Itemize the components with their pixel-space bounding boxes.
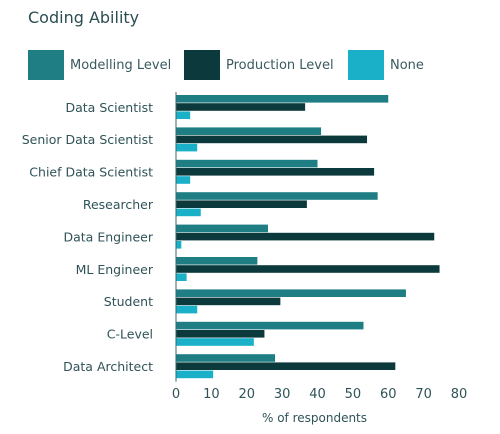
bar-c-level-none bbox=[176, 338, 254, 346]
bar-chief-data-scientist-modelling-level bbox=[176, 159, 318, 168]
bar-student-none bbox=[176, 305, 198, 314]
category-label-data-architect: Data Architect bbox=[63, 359, 153, 374]
category-label-data-scientist: Data Scientist bbox=[66, 100, 154, 115]
bar-chief-data-scientist-none bbox=[176, 176, 191, 184]
x-tick-label-40: 40 bbox=[309, 387, 326, 402]
category-label-senior-data-scientist: Senior Data Scientist bbox=[22, 132, 153, 147]
legend-item-none: None bbox=[348, 50, 424, 80]
bar-data-engineer-production-level bbox=[176, 232, 435, 241]
bar-data-scientist-none bbox=[176, 111, 191, 119]
bar-senior-data-scientist-modelling-level bbox=[176, 127, 322, 135]
bar-data-architect-none bbox=[176, 370, 214, 379]
bar-data-architect-production-level bbox=[176, 362, 396, 370]
bar-researcher-modelling-level bbox=[176, 192, 378, 200]
x-tick-label-0: 0 bbox=[172, 387, 180, 402]
legend-label-production: Production Level bbox=[226, 57, 334, 73]
legend-label-none: None bbox=[390, 57, 424, 73]
x-tick-label-60: 60 bbox=[380, 387, 397, 402]
bar-ml-engineer-none bbox=[176, 273, 187, 281]
bar-senior-data-scientist-none bbox=[176, 143, 198, 152]
x-tick-label-10: 10 bbox=[203, 387, 220, 402]
bar-data-engineer-none bbox=[176, 241, 182, 249]
category-label-student: Student bbox=[104, 294, 153, 309]
bar-ml-engineer-production-level bbox=[176, 265, 440, 273]
category-label-data-engineer: Data Engineer bbox=[64, 229, 154, 244]
legend-item-production: Production Level bbox=[184, 50, 334, 80]
category-label-ml-engineer: ML Engineer bbox=[76, 262, 154, 277]
category-label-chief-data-scientist: Chief Data Scientist bbox=[29, 165, 153, 180]
bar-researcher-none bbox=[176, 208, 201, 217]
bar-student-production-level bbox=[176, 297, 281, 306]
legend-swatch-modelling bbox=[28, 50, 64, 80]
bar-data-architect-modelling-level bbox=[176, 354, 276, 362]
x-tick-label-80: 80 bbox=[451, 387, 468, 402]
legend: Modelling Level Production Level None bbox=[28, 50, 478, 80]
bar-student-modelling-level bbox=[176, 289, 406, 297]
x-tick-label-50: 50 bbox=[345, 387, 362, 402]
bar-data-scientist-production-level bbox=[176, 103, 306, 111]
legend-swatch-production bbox=[184, 50, 220, 80]
category-label-researcher: Researcher bbox=[83, 197, 154, 212]
chart-title: Coding Ability bbox=[28, 8, 140, 27]
bar-c-level-modelling-level bbox=[176, 321, 364, 330]
legend-label-modelling: Modelling Level bbox=[70, 57, 172, 73]
bar-researcher-production-level bbox=[176, 200, 307, 208]
bar-data-scientist-modelling-level bbox=[176, 95, 389, 103]
bar-ml-engineer-modelling-level bbox=[176, 257, 258, 265]
x-tick-label-70: 70 bbox=[415, 387, 432, 402]
bar-senior-data-scientist-production-level bbox=[176, 135, 368, 144]
legend-swatch-none bbox=[348, 50, 384, 80]
category-label-c-level: C-Level bbox=[107, 327, 153, 342]
bar-chief-data-scientist-production-level bbox=[176, 168, 375, 176]
bar-data-engineer-modelling-level bbox=[176, 224, 268, 233]
x-tick-label-20: 20 bbox=[238, 387, 255, 402]
x-tick-label-30: 30 bbox=[274, 387, 291, 402]
bar-c-level-production-level bbox=[176, 330, 265, 338]
x-axis-title: % of respondents bbox=[262, 411, 367, 425]
legend-item-modelling: Modelling Level bbox=[28, 50, 171, 80]
